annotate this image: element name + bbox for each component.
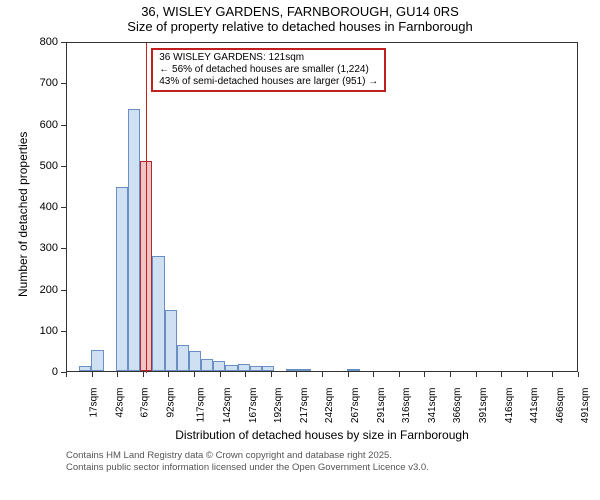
- histogram-bar: [347, 369, 359, 371]
- x-tick-label: 17sqm: [89, 388, 100, 418]
- footer-line: Contains public sector information licen…: [66, 462, 429, 474]
- x-tick-mark: [296, 372, 297, 377]
- x-tick-mark: [117, 372, 118, 377]
- x-tick-label: 316sqm: [401, 388, 412, 424]
- y-tick-label: 400: [0, 201, 58, 213]
- y-tick-mark: [61, 207, 66, 208]
- x-tick-label: 242sqm: [324, 388, 335, 424]
- y-tick-label: 500: [0, 160, 58, 172]
- histogram-bar: [128, 109, 140, 371]
- y-tick-mark: [61, 248, 66, 249]
- histogram-bar: [116, 187, 128, 371]
- x-tick-label: 192sqm: [273, 388, 284, 424]
- x-tick-mark: [220, 372, 221, 377]
- x-tick-label: 491sqm: [580, 388, 591, 424]
- x-tick-label: 416sqm: [504, 388, 515, 424]
- x-tick-mark: [578, 372, 579, 377]
- x-tick-mark: [322, 372, 323, 377]
- x-tick-mark: [476, 372, 477, 377]
- x-tick-label: 366sqm: [452, 388, 463, 424]
- x-tick-mark: [194, 372, 195, 377]
- footer-attribution: Contains HM Land Registry data © Crown c…: [66, 450, 429, 474]
- y-tick-label: 700: [0, 77, 58, 89]
- x-tick-mark: [527, 372, 528, 377]
- y-tick-mark: [61, 125, 66, 126]
- histogram-bar: [213, 361, 225, 371]
- footer-line: Contains HM Land Registry data © Crown c…: [66, 450, 429, 462]
- histogram-bar: [238, 364, 250, 371]
- histogram-bar: [262, 366, 274, 371]
- annotation-line: 36 WISLEY GARDENS: 121sqm: [159, 52, 378, 64]
- histogram-bar: [177, 345, 189, 371]
- y-tick-mark: [61, 166, 66, 167]
- x-tick-label: 341sqm: [427, 388, 438, 424]
- histogram-bar: [152, 256, 164, 371]
- x-tick-mark: [168, 372, 169, 377]
- x-tick-mark: [66, 372, 67, 377]
- page-title: 36, WISLEY GARDENS, FARNBOROUGH, GU14 0R…: [0, 4, 600, 19]
- x-tick-label: 67sqm: [140, 388, 151, 418]
- x-tick-mark: [501, 372, 502, 377]
- x-tick-label: 167sqm: [248, 388, 259, 424]
- x-tick-label: 391sqm: [478, 388, 489, 424]
- x-tick-label: 441sqm: [529, 388, 540, 424]
- x-tick-label: 217sqm: [299, 388, 310, 424]
- x-tick-label: 466sqm: [555, 388, 566, 424]
- y-tick-label: 800: [0, 36, 58, 48]
- y-axis-label: Number of detached properties: [16, 132, 30, 297]
- y-tick-label: 200: [0, 284, 58, 296]
- x-tick-mark: [271, 372, 272, 377]
- x-tick-mark: [373, 372, 374, 377]
- histogram-bar: [79, 366, 91, 371]
- x-tick-label: 117sqm: [196, 388, 207, 423]
- y-tick-label: 100: [0, 325, 58, 337]
- x-tick-mark: [399, 372, 400, 377]
- y-tick-mark: [61, 42, 66, 43]
- annotation-box: 36 WISLEY GARDENS: 121sqm ← 56% of detac…: [151, 48, 386, 92]
- x-tick-label: 291sqm: [376, 388, 387, 424]
- y-tick-mark: [61, 83, 66, 84]
- y-tick-label: 0: [0, 366, 58, 378]
- y-tick-label: 600: [0, 119, 58, 131]
- x-tick-mark: [424, 372, 425, 377]
- histogram-bar: [201, 359, 213, 371]
- x-tick-mark: [245, 372, 246, 377]
- y-tick-mark: [61, 290, 66, 291]
- histogram-bar: [91, 350, 103, 371]
- x-tick-label: 92sqm: [165, 388, 176, 418]
- page-subtitle: Size of property relative to detached ho…: [0, 19, 600, 34]
- y-tick-mark: [61, 331, 66, 332]
- histogram-bar: [189, 351, 201, 371]
- histogram-bar: [250, 366, 262, 371]
- x-tick-mark: [348, 372, 349, 377]
- x-tick-mark: [143, 372, 144, 377]
- x-tick-mark: [92, 372, 93, 377]
- x-tick-label: 142sqm: [222, 388, 233, 424]
- x-tick-label: 42sqm: [114, 388, 125, 418]
- x-axis-label: Distribution of detached houses by size …: [66, 428, 578, 442]
- histogram-bar: [286, 369, 298, 371]
- y-tick-label: 300: [0, 242, 58, 254]
- x-tick-label: 267sqm: [350, 388, 361, 424]
- histogram-bar: [299, 369, 311, 371]
- marker-line: [146, 43, 147, 373]
- annotation-line: 43% of semi-detached houses are larger (…: [159, 76, 378, 88]
- histogram-bar: [165, 310, 177, 371]
- x-tick-mark: [450, 372, 451, 377]
- histogram-bar: [225, 365, 237, 371]
- annotation-line: ← 56% of detached houses are smaller (1,…: [159, 64, 378, 76]
- x-tick-mark: [552, 372, 553, 377]
